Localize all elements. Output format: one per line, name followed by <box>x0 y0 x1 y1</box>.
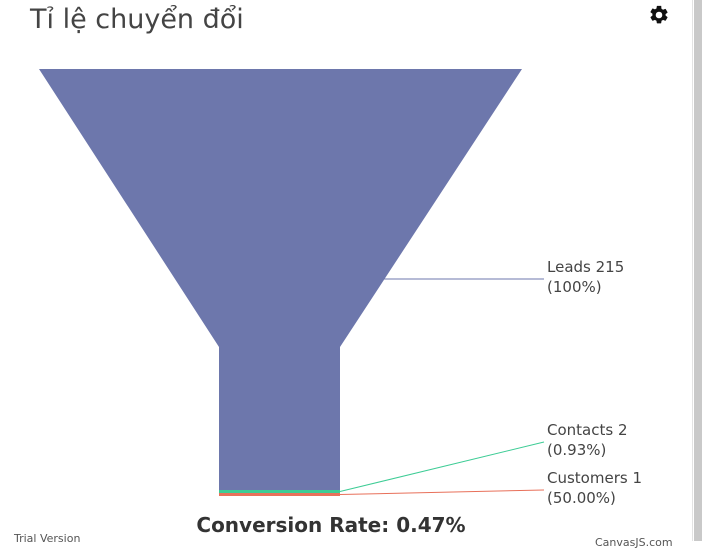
funnel-segment <box>39 69 522 490</box>
funnel-segment <box>219 493 340 496</box>
conversion-rate-text: Conversion Rate: 0.47% <box>196 513 466 537</box>
stage-percent-label: (100%) <box>547 278 602 296</box>
funnel-chart: Leads 215 (100%) Contacts 2 (0.93%) Customer… <box>39 69 642 507</box>
leader-line <box>339 489 545 495</box>
chart-card: Tỉ lệ chuyển đổi Leads 215 (100%) Contacts… <box>14 0 693 549</box>
stage-label: Leads 215 <box>547 258 624 276</box>
chart-title: Tỉ lệ chuyển đổi <box>30 4 244 35</box>
stage-percent-label: (50.00%) <box>547 489 616 507</box>
trial-version-text: Trial Version <box>14 532 81 545</box>
leader-line <box>339 441 545 492</box>
gear-icon[interactable] <box>648 4 670 26</box>
stage-percent-label: (0.93%) <box>547 441 606 459</box>
credit-link[interactable]: CanvasJS.com <box>595 536 673 549</box>
stage-label: Contacts 2 <box>547 421 628 439</box>
funnel-segment <box>219 490 340 493</box>
stage-label: Customers 1 <box>547 469 642 487</box>
scrollbar[interactable] <box>694 0 702 541</box>
